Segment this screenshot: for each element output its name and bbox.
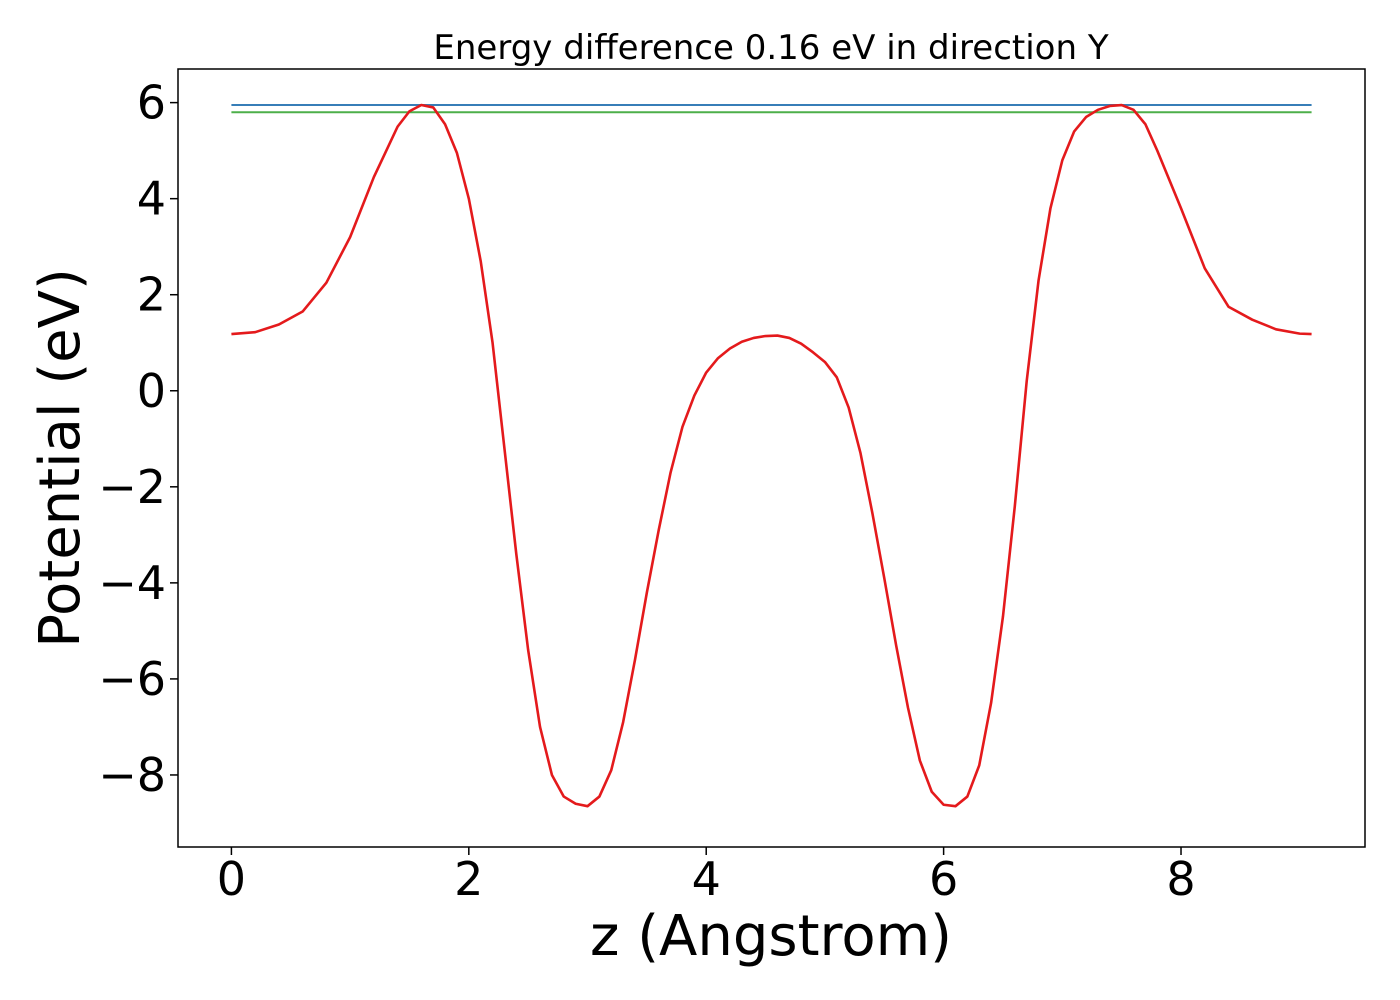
y-tick-label: −8 [98, 748, 166, 802]
y-tick-label: −4 [98, 556, 166, 610]
series-line-0 [231, 103, 1312, 808]
y-axis-label: Potential (eV) [28, 268, 93, 648]
x-tick-label: 6 [929, 852, 958, 906]
y-tick-label: −6 [98, 652, 166, 706]
y-tick-label: 0 [137, 364, 166, 418]
x-tick-label: 4 [692, 852, 721, 906]
series-layer [231, 103, 1312, 808]
y-tick-label: 2 [137, 268, 166, 322]
tick-layer: 0 2 4 6 8 −8 −6 −4 −2 0 2 4 6 [98, 76, 1195, 906]
y-tick-label: −2 [98, 460, 166, 514]
y-tick-label: 4 [137, 172, 166, 226]
y-tick-label: 6 [137, 76, 166, 130]
x-axis-label: z (Angstrom) [590, 904, 952, 969]
x-tick-label: 2 [454, 852, 483, 906]
x-tick-label: 0 [217, 852, 246, 906]
plot-frame [177, 68, 1366, 848]
x-tick-label: 8 [1166, 852, 1195, 906]
chart-title: Energy difference 0.16 eV in direction Y [433, 28, 1108, 68]
